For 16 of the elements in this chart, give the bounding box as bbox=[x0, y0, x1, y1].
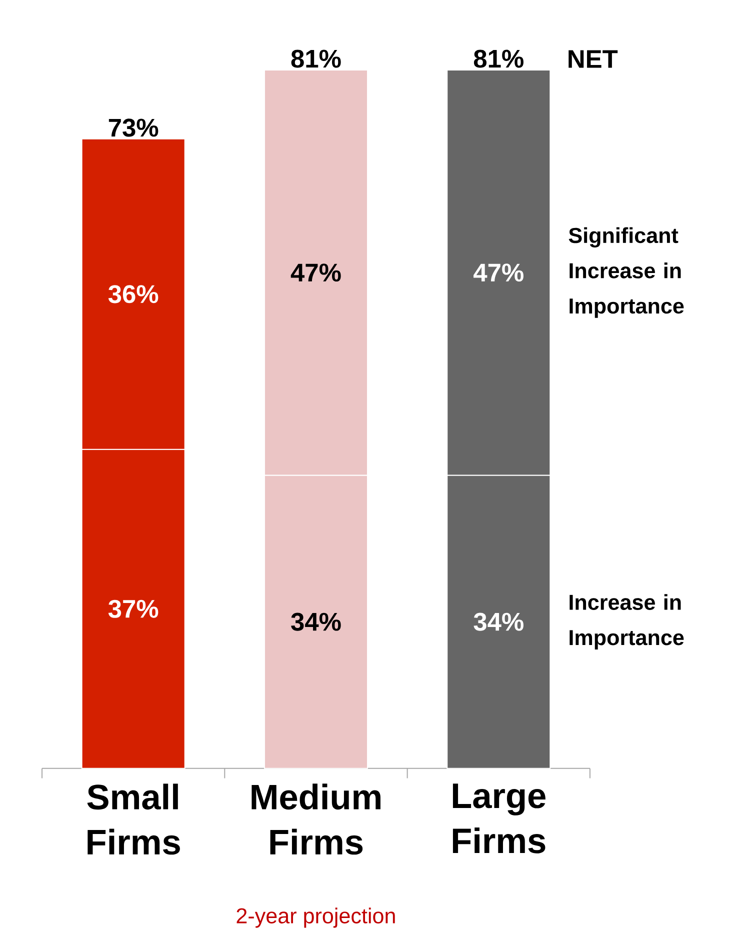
data-label: 37% bbox=[108, 600, 158, 618]
text: 2-year projection bbox=[236, 908, 395, 928]
series-label: Significant Increase in Importance bbox=[568, 227, 684, 318]
total-label: 73% bbox=[109, 118, 158, 137]
x-tick-label: Large Firms bbox=[453, 784, 546, 854]
text: NET bbox=[568, 50, 618, 68]
total-label: 81% bbox=[291, 50, 341, 68]
data-label: 36% bbox=[108, 285, 158, 304]
data-label: 34% bbox=[474, 612, 524, 631]
data-label: 34% bbox=[291, 612, 341, 631]
series-label: Increase in Importance bbox=[570, 594, 684, 650]
total-label: 81% bbox=[474, 50, 524, 68]
x-tick-label: Small Firms bbox=[87, 784, 180, 855]
data-label: 47% bbox=[474, 264, 524, 282]
x-tick-label: Medium Firms bbox=[252, 784, 381, 855]
data-label: 47% bbox=[291, 264, 341, 282]
